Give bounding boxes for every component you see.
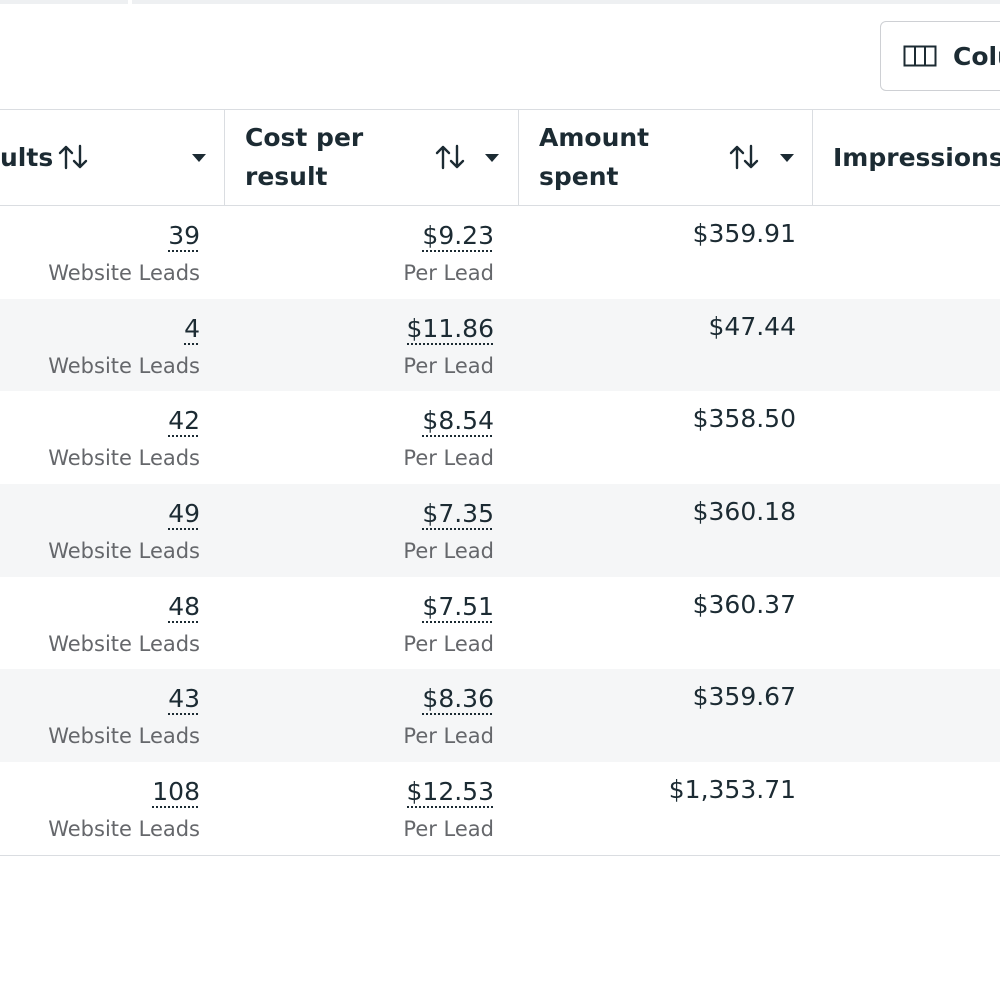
amount-spent-value: $359.91 (692, 219, 796, 248)
results-value[interactable]: 43 (168, 684, 200, 716)
amount-spent-value: $360.37 (692, 589, 796, 619)
cost-unit-label: Per Lead (403, 631, 494, 656)
amount-spent-value: $360.18 (692, 497, 796, 527)
amount-spent-value: $358.50 (692, 404, 796, 434)
cost-unit-label: Per Lead (403, 539, 494, 564)
cost-per-result-value[interactable]: $7.51 (422, 591, 494, 623)
amount-spent-value: $359.67 (692, 682, 796, 712)
header-amount-spent-line2: spent (539, 162, 619, 191)
table-row[interactable]: 42 Website Leads $8.54 Per Lead $358.50 (0, 391, 1000, 484)
header-cost-per-result[interactable]: Cost per result (225, 110, 519, 205)
results-type-label: Website Leads (48, 539, 200, 564)
table-header-row: ults Cost per result (0, 109, 1000, 206)
table-row[interactable]: 39 Website Leads $9.23 Per Lead $359.91 (0, 206, 1000, 299)
header-cost-per-result-line2: result (245, 162, 328, 191)
cost-per-result-value[interactable]: $8.54 (422, 406, 494, 438)
cost-per-result-value[interactable]: $12.53 (406, 777, 494, 809)
cost-unit-label: Per Lead (403, 261, 494, 285)
table-body: 39 Website Leads $9.23 Per Lead $359.91 4 Webs… (0, 206, 1000, 855)
amount-spent-value: $47.44 (708, 311, 796, 341)
top-divider-gap (128, 0, 132, 4)
table-row[interactable]: 48 Website Leads $7.51 Per Lead $360.37 (0, 577, 1000, 670)
table-row[interactable]: 49 Website Leads $7.35 Per Lead $360.18 (0, 484, 1000, 577)
results-value[interactable]: 49 (168, 499, 200, 531)
results-value[interactable]: 42 (168, 406, 200, 438)
cost-unit-label: Per Lead (403, 817, 494, 842)
caret-down-icon[interactable] (484, 153, 500, 163)
ads-table: ults Cost per result (0, 109, 1000, 856)
cost-unit-label: Per Lead (403, 353, 494, 378)
header-impressions[interactable]: Impressions (813, 110, 1000, 205)
results-type-label: Website Leads (48, 353, 200, 378)
cost-per-result-value[interactable]: $11.86 (406, 313, 494, 345)
results-value[interactable]: 39 (168, 221, 200, 252)
cost-per-result-value[interactable]: $7.35 (422, 499, 494, 531)
caret-down-icon[interactable] (191, 153, 207, 163)
caret-down-icon[interactable] (779, 153, 795, 163)
top-divider-strip (0, 0, 1000, 4)
results-value[interactable]: 4 (184, 313, 200, 345)
results-value[interactable]: 108 (152, 777, 200, 809)
header-results[interactable]: ults (0, 110, 225, 205)
results-type-label: Website Leads (48, 631, 200, 656)
table-bottom-border (0, 854, 1000, 856)
columns-icon (903, 45, 937, 67)
sort-arrows-icon[interactable] (435, 144, 465, 170)
header-results-label: ults (0, 143, 54, 172)
sort-arrows-icon[interactable] (729, 144, 759, 170)
header-amount-spent-line1: Amount (539, 123, 650, 152)
cost-unit-label: Per Lead (403, 446, 494, 471)
cost-per-result-value[interactable]: $9.23 (422, 221, 494, 252)
table-row[interactable]: 43 Website Leads $8.36 Per Lead $359.67 (0, 669, 1000, 763)
results-type-label: Website Leads (48, 446, 200, 471)
cost-unit-label: Per Lead (403, 724, 494, 749)
results-value[interactable]: 48 (168, 591, 200, 623)
amount-spent-value: $1,353.71 (668, 775, 796, 805)
cost-per-result-value[interactable]: $8.36 (422, 684, 494, 716)
table-row[interactable]: 108 Website Leads $12.53 Per Lead $1,353.71 (0, 762, 1000, 855)
results-type-label: Website Leads (48, 817, 200, 842)
results-type-label: Website Leads (48, 261, 200, 285)
header-impressions-label: Impressions (833, 143, 1000, 172)
sort-arrows-icon[interactable] (58, 144, 88, 170)
header-amount-spent[interactable]: Amount spent (519, 110, 813, 205)
header-cost-per-result-line1: Cost per (245, 123, 364, 152)
table-row[interactable]: 4 Website Leads $11.86 Per Lead $47.44 (0, 298, 1000, 392)
results-type-label: Website Leads (48, 724, 200, 749)
